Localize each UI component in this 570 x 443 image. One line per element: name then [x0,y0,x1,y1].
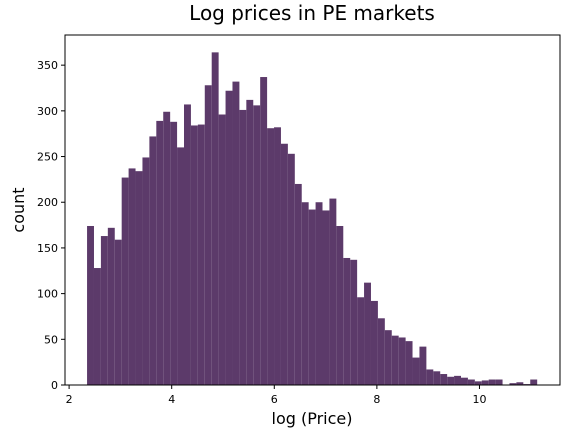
bar [225,90,233,385]
bar [308,209,316,385]
bar [488,379,496,385]
bar [253,105,261,385]
bar [149,136,157,385]
bar [509,383,517,385]
bar [467,379,475,385]
bar [232,81,240,385]
bar [350,259,358,385]
bar [114,239,122,385]
bar [384,330,392,385]
bar [398,337,406,385]
bar [156,120,164,385]
x-tick-label: 10 [472,393,486,406]
y-tick-label: 150 [37,242,58,255]
bar [412,357,420,385]
bar [184,104,191,386]
bar [177,147,185,385]
bar [495,379,503,385]
chart-title: Log prices in PE markets [189,1,435,25]
y-tick-label: 250 [37,151,58,164]
y-tick-label: 100 [37,288,58,301]
y-tick-label: 200 [37,196,58,209]
y-tick-label: 50 [44,333,58,346]
y-axis-label: count [9,187,28,232]
y-tick-label: 0 [51,379,58,392]
bar [280,143,288,385]
bar [336,225,344,385]
bar [530,379,538,385]
bar [87,225,94,385]
bar [211,52,219,386]
bar [481,380,489,385]
bar [294,183,302,385]
bar [274,127,281,385]
bar [474,381,482,385]
bar [190,125,198,385]
bar [405,341,413,385]
x-tick-label: 8 [373,393,380,406]
y-tick-label: 350 [37,59,58,72]
bar [322,210,330,385]
bar [287,153,295,385]
bar [267,128,275,385]
bar [107,227,115,385]
bar [447,376,455,385]
bar [260,77,268,385]
bar [239,109,247,385]
bar [364,282,371,385]
bar [370,300,378,385]
bar [343,257,351,385]
bar [433,371,441,385]
bar [121,177,129,385]
bar [357,297,365,385]
bar [301,202,309,385]
x-tick-label: 6 [271,393,278,406]
bar [170,121,178,385]
bar [377,318,385,385]
bar [426,369,434,385]
bar [454,375,461,385]
bar [246,99,254,385]
bar [204,85,212,385]
bar [516,382,524,385]
x-axis-label: log (Price) [272,409,353,428]
bar [391,335,399,385]
bar [163,111,171,386]
bar [329,198,337,385]
bar [461,377,468,385]
bar [142,157,150,385]
y-tick-label: 300 [37,105,58,118]
bar [440,374,448,385]
bar [197,124,205,385]
bar [419,346,427,385]
bar [315,202,323,385]
bar [128,168,136,385]
bar [100,236,108,385]
plot-frame [64,34,561,386]
x-tick-label: 2 [66,393,73,406]
bar [93,268,101,385]
bar [135,171,143,385]
x-tick-label: 4 [168,393,175,406]
bar [218,114,226,386]
